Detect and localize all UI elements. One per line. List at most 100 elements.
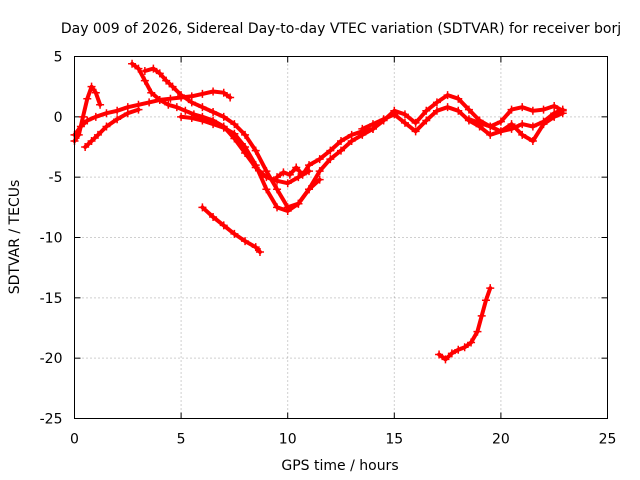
data-point: [558, 106, 567, 115]
data-point: [441, 355, 450, 364]
data-point: [209, 120, 218, 129]
data-point: [273, 203, 282, 212]
data-point: [298, 170, 307, 179]
data-point: [422, 106, 431, 115]
data-point: [285, 170, 294, 179]
data-series: [70, 59, 567, 364]
data-point: [187, 98, 196, 107]
data-point: [464, 105, 473, 114]
data-point: [283, 206, 292, 215]
data-point: [368, 120, 377, 129]
data-point: [172, 103, 181, 112]
data-point: [315, 175, 324, 184]
data-point: [219, 123, 228, 132]
x-tick-label: 5: [177, 432, 186, 448]
data-point: [305, 161, 314, 170]
data-point: [539, 120, 548, 129]
data-point: [454, 345, 463, 354]
data-point: [113, 106, 122, 115]
data-point: [443, 91, 452, 100]
data-point: [283, 179, 292, 188]
y-axis-label: SDTVAR / TECUs: [7, 180, 23, 295]
data-point: [326, 146, 335, 155]
series-line: [437, 286, 493, 362]
data-point: [315, 167, 324, 176]
data-point: [96, 100, 105, 109]
data-point: [134, 105, 143, 114]
data-point: [140, 66, 149, 75]
data-point: [177, 91, 186, 100]
data-point: [518, 103, 527, 112]
data-point: [539, 105, 548, 114]
data-point: [518, 130, 527, 139]
data-point: [219, 88, 228, 97]
data-point: [134, 64, 143, 73]
data-point: [358, 124, 367, 133]
data-point: [326, 155, 335, 164]
data-point: [209, 87, 218, 96]
data-point: [486, 122, 495, 131]
data-point: [305, 185, 314, 194]
data-point: [400, 118, 409, 127]
data-point: [145, 98, 154, 107]
data-point: [251, 243, 260, 252]
data-point: [379, 115, 388, 124]
data-point: [87, 82, 96, 91]
data-point: [230, 129, 239, 138]
data-point: [422, 116, 431, 125]
y-axis-ticks: -25 -20 -15 -10 -5 0 5: [40, 50, 608, 428]
series-trace-4: [177, 112, 377, 215]
data-point: [123, 109, 132, 118]
series-line: [179, 114, 375, 213]
data-point: [187, 114, 196, 123]
data-point: [550, 101, 559, 110]
data-point: [507, 120, 516, 129]
data-point: [155, 69, 164, 78]
data-point: [140, 76, 149, 85]
series-trace-6: [81, 105, 143, 151]
series-line: [200, 205, 262, 254]
y-tick-label: 5: [54, 50, 63, 66]
data-point: [454, 94, 463, 103]
data-point: [411, 127, 420, 136]
data-point: [162, 76, 171, 85]
series-line: [360, 105, 565, 143]
data-point: [481, 296, 490, 305]
data-point: [74, 130, 83, 139]
data-point: [460, 343, 469, 352]
data-point: [168, 82, 177, 91]
data-point: [496, 117, 505, 126]
data-point: [294, 173, 303, 182]
data-point: [475, 118, 484, 127]
data-point: [255, 247, 264, 256]
data-point: [219, 112, 228, 121]
x-tick-label: 25: [599, 432, 617, 448]
y-tick-label: -10: [40, 231, 63, 247]
data-point: [251, 146, 260, 155]
data-point: [454, 106, 463, 115]
data-point: [435, 350, 444, 359]
data-point: [528, 136, 537, 145]
series-trace-5: [70, 82, 105, 145]
data-point: [226, 93, 235, 102]
data-point: [432, 98, 441, 107]
data-point: [219, 221, 228, 230]
data-point: [315, 155, 324, 164]
data-point: [477, 311, 486, 320]
y-tick-label: -5: [49, 170, 63, 186]
data-point: [411, 118, 420, 127]
series-trace-11: [435, 284, 495, 364]
data-point: [81, 143, 90, 151]
data-point: [486, 284, 495, 293]
data-point: [113, 115, 122, 124]
data-point: [230, 120, 239, 129]
data-point: [209, 108, 218, 117]
data-point: [528, 106, 537, 115]
data-point: [93, 130, 102, 139]
data-point: [496, 127, 505, 136]
data-point: [83, 94, 92, 103]
y-tick-label: 0: [54, 110, 63, 126]
data-point: [155, 95, 164, 104]
data-point: [507, 105, 516, 114]
